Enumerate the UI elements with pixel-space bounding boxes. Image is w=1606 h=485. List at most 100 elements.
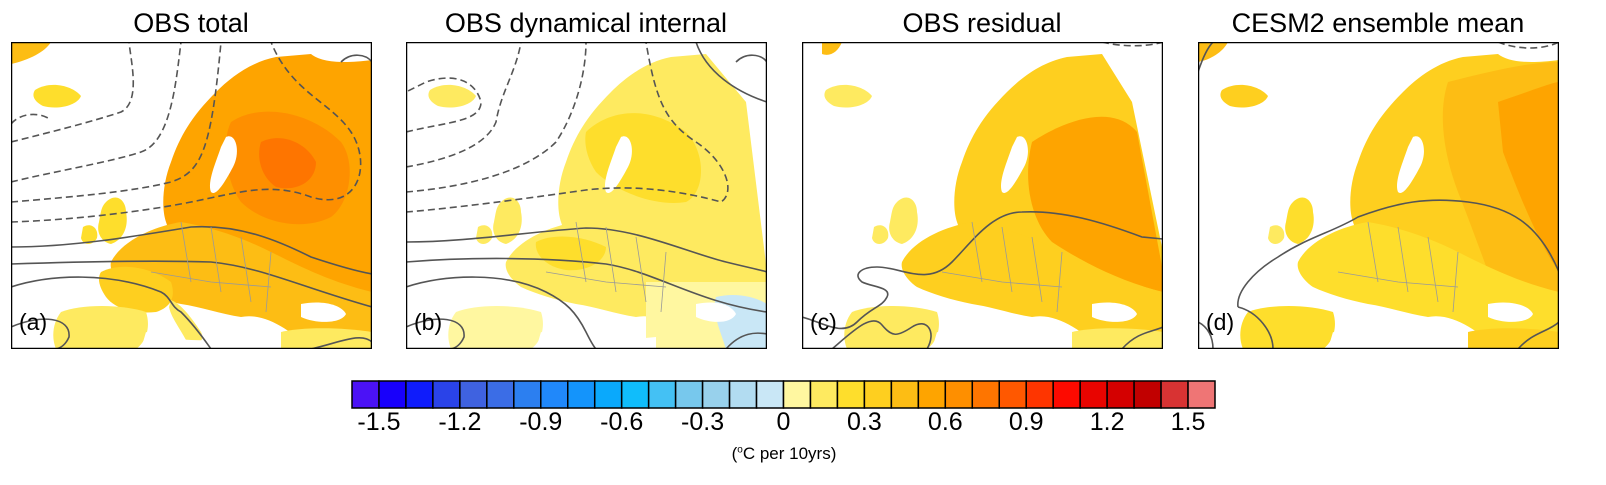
- colorbar-box: [1025, 380, 1054, 409]
- borders-d: [1337, 221, 1459, 313]
- colorbar-box: [890, 380, 920, 409]
- panel-b-frame: [406, 42, 767, 349]
- contour-solid: [1198, 321, 1214, 349]
- colorbar-box: [944, 380, 974, 409]
- map-panel-d: (d): [1198, 42, 1559, 349]
- colorbar-box: [405, 380, 434, 409]
- contour-solid: [406, 257, 767, 313]
- contour-solid: [11, 225, 372, 275]
- panel-d-frame: [1198, 42, 1559, 349]
- sea-black: [1092, 302, 1137, 322]
- land-greenland: [1198, 42, 1228, 62]
- land-uk: [493, 197, 522, 244]
- colorbar-box: [1106, 380, 1135, 409]
- panel-c-frame: [802, 42, 1163, 349]
- contour-dashed: [406, 42, 587, 193]
- sea-baltic: [605, 136, 632, 193]
- contour-solid: [11, 276, 212, 349]
- land-a: [11, 42, 372, 349]
- land-ireland: [476, 225, 493, 244]
- land-iberia: [53, 306, 148, 349]
- colorbar-box: [486, 380, 515, 409]
- contours-b: [406, 42, 767, 349]
- sea-baltic: [1397, 136, 1424, 193]
- colorbar-tick-label: 1.2: [1089, 408, 1125, 436]
- land-france: [98, 266, 173, 313]
- contour-solid: [695, 42, 767, 103]
- land-iceland: [824, 84, 872, 108]
- panel-d-title: CESM2 ensemble mean: [1231, 8, 1525, 38]
- panel-b-label: (b): [414, 309, 443, 335]
- colorbar-tick-label: 0.3: [847, 408, 882, 436]
- contour-dashed: [11, 42, 182, 183]
- contour-solid: [310, 337, 372, 349]
- contours-a: [11, 42, 372, 349]
- colorbar-tick-label: 0: [776, 408, 791, 436]
- contour-solid: [1121, 326, 1163, 349]
- contour-solid: [725, 332, 767, 349]
- map-panel-a: (a): [11, 42, 372, 349]
- land-ireland: [1268, 225, 1285, 244]
- borders-b: [545, 221, 667, 313]
- colorbar-box: [620, 380, 650, 409]
- contour-dashed: [11, 113, 52, 125]
- colorbar-tick-label: 0.6: [927, 408, 963, 436]
- sea-mediterranean: [1328, 332, 1448, 349]
- sea-mediterranean: [141, 332, 261, 349]
- land-italy: [169, 300, 203, 344]
- colorbar-box: [1160, 380, 1189, 409]
- contour-solid: [1237, 199, 1559, 308]
- land-ireland: [872, 225, 889, 244]
- colorbar-box: [836, 380, 866, 409]
- contour-dashed: [11, 42, 135, 143]
- sea-baltic: [1001, 136, 1028, 193]
- colorbar-box: [1187, 380, 1216, 409]
- contour-dashed: [11, 42, 362, 223]
- contour-solid: [831, 320, 932, 349]
- colorbar-box: [647, 380, 677, 409]
- land-iberia: [1240, 306, 1335, 349]
- land-russia-warm: [1028, 116, 1163, 292]
- panel-a-frame: [11, 42, 372, 349]
- colorbar-tick-label: 1.5: [1170, 408, 1206, 436]
- sea-black: [301, 302, 346, 322]
- map-b: [406, 42, 767, 349]
- land-turkey: [281, 328, 372, 349]
- borders-a: [150, 221, 272, 313]
- sea-mediterranean: [932, 332, 1052, 349]
- panel-d-label: (d): [1206, 309, 1235, 335]
- contour-solid: [735, 54, 767, 63]
- colorbar-tick-label: -1.5: [357, 408, 401, 436]
- colorbar-box: [782, 380, 812, 409]
- colorbar-tick-label: -0.3: [681, 408, 725, 436]
- land-uk: [98, 197, 127, 244]
- contour-solid: [1198, 42, 1214, 73]
- colorbar-box: [593, 380, 623, 409]
- map-a: [11, 42, 372, 349]
- colorbar-box: [755, 380, 785, 409]
- colorbar-box: [378, 380, 407, 409]
- land-iberia: [448, 306, 543, 349]
- colorbar-box: [998, 380, 1027, 409]
- panel-c-title: OBS residual: [902, 8, 1062, 38]
- land-russia-hot: [1498, 82, 1559, 272]
- colorbar-tick-label: 0.9: [1008, 408, 1044, 436]
- colorbar-box: [1052, 380, 1081, 409]
- panel-b-title: OBS dynamical internal: [444, 8, 728, 38]
- colorbar-tick-label: -0.6: [600, 408, 644, 436]
- colorbar-box: [432, 380, 461, 409]
- sea-black: [696, 302, 736, 322]
- land-uk: [1285, 197, 1314, 244]
- contours-d: [1198, 42, 1559, 349]
- sea-black: [1488, 302, 1533, 322]
- land-turkey: [1072, 328, 1163, 349]
- contour-solid: [406, 276, 597, 349]
- borders-c: [941, 221, 1063, 313]
- contour-dashed: [406, 42, 729, 213]
- map-panel-b: (b): [406, 42, 767, 349]
- land-greenland: [822, 42, 842, 55]
- land-greenland: [11, 42, 51, 64]
- colorbar-box: [917, 380, 947, 409]
- colorbar-box: [540, 380, 569, 409]
- contour-solid: [340, 54, 372, 63]
